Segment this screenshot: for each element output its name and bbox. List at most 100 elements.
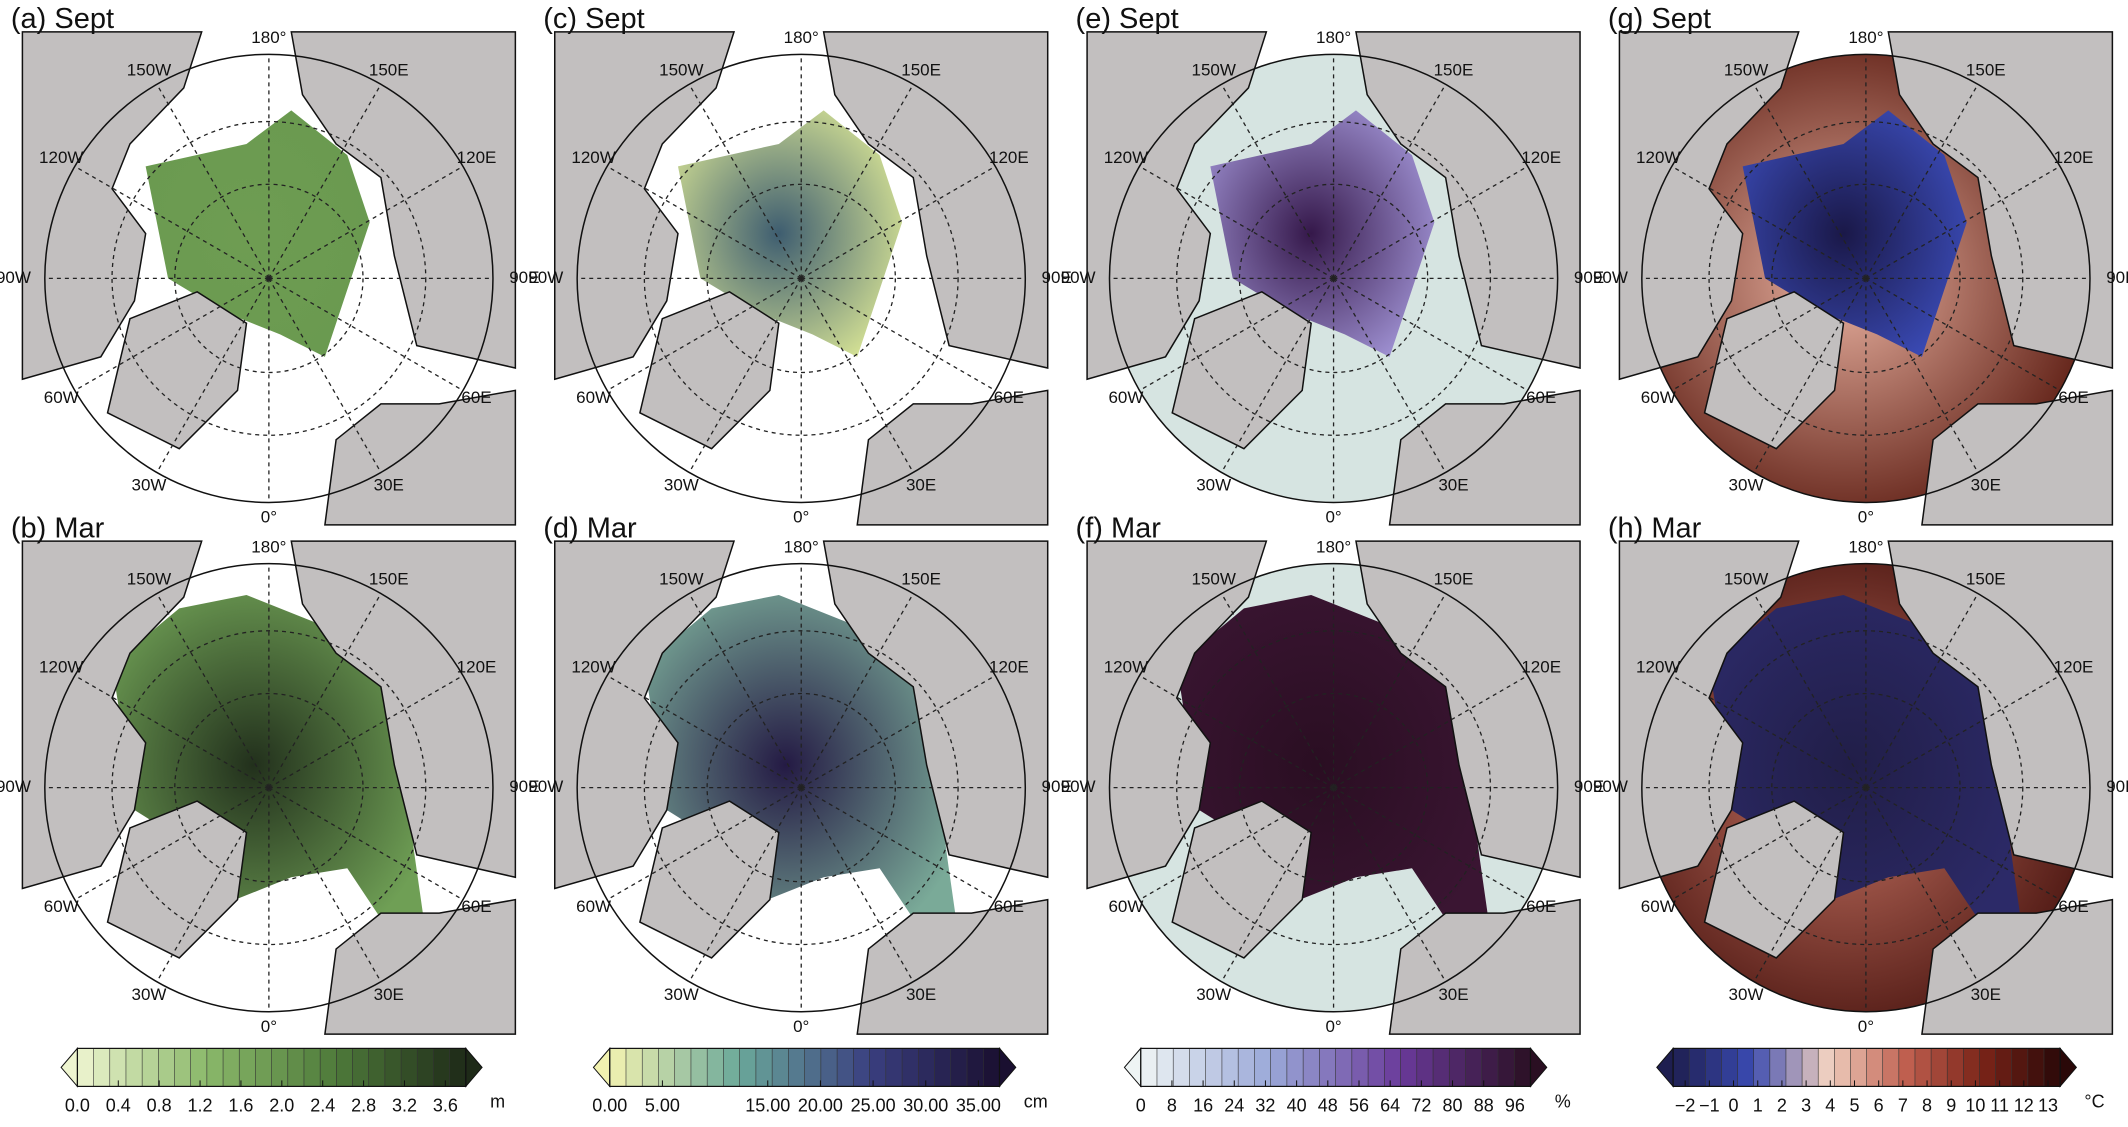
meridian	[800, 675, 996, 789]
longitude-label: 120E	[989, 148, 1029, 167]
colorbar-tick-label: 6	[1874, 1096, 1884, 1116]
land	[553, 31, 736, 381]
colorbar-segment	[222, 1048, 241, 1087]
longitude-label: 60E	[1526, 897, 1556, 916]
colorbar-segment	[1221, 1048, 1239, 1087]
longitude-label: 180°	[251, 537, 286, 556]
colorbar-frame	[1140, 1047, 1532, 1088]
longitude-label: 0°	[1325, 508, 1341, 527]
latitude-circle	[1708, 630, 2024, 946]
longitude-label: 60W	[1641, 388, 1676, 407]
colorbar-segment	[2011, 1048, 2029, 1087]
panel-label: (e) Sept	[1076, 3, 1179, 35]
longitude-label: 150W	[1724, 569, 1768, 588]
colorbar-extend	[1529, 1047, 1548, 1088]
colorbar-segment	[174, 1048, 192, 1087]
longitude-label: 30E	[906, 985, 936, 1004]
latitude-circle	[174, 183, 364, 374]
colorbar-tick-label: 16	[1193, 1096, 1213, 1116]
colorbar-segment	[141, 1048, 160, 1087]
longitude-label: 120W	[1104, 657, 1148, 676]
map-panel: 180° 150E 120E 90E 60E 30E 0° 30W 60W 90W 120W 150W	[1593, 28, 2128, 527]
colorbar-segment	[755, 1048, 773, 1087]
longitude-label: 150W	[659, 60, 703, 79]
meridian	[800, 593, 914, 788]
land	[856, 898, 1049, 1035]
colorbar-segment	[917, 1048, 936, 1087]
colorbar-unit: m	[490, 1091, 505, 1111]
land	[324, 389, 517, 526]
colorbar-segment	[1817, 1048, 1836, 1087]
longitude-label: 0°	[261, 508, 277, 527]
meridian	[800, 277, 996, 391]
land	[1388, 389, 1581, 526]
colorbar-segment	[1497, 1048, 1516, 1087]
colorbar-segment	[674, 1048, 692, 1087]
colorbar-segment	[1302, 1048, 1321, 1087]
colorbar-tick-label: 30.00	[903, 1096, 948, 1116]
colorbar-tick-label: 2.0	[269, 1096, 294, 1116]
longitude-label: 60W	[1641, 897, 1676, 916]
panel-label: (f) Mar	[1076, 512, 1162, 544]
colorbar-segment	[1930, 1048, 1949, 1087]
colorbar-tick-label: 0	[1136, 1096, 1146, 1116]
meridian	[1333, 787, 1447, 983]
colorbar-segment	[771, 1048, 790, 1087]
longitude-label: 90W	[1061, 777, 1096, 796]
meridian	[800, 165, 996, 279]
longitude-label: 120W	[571, 148, 615, 167]
colorbar-tick-label: 2.8	[351, 1096, 376, 1116]
colorbar-segment	[2027, 1048, 2045, 1087]
meridian	[268, 787, 464, 901]
longitude-label: 150W	[1191, 60, 1235, 79]
longitude-label: 0°	[261, 1017, 277, 1036]
colorbar-segment	[1963, 1048, 1981, 1087]
meridian	[1671, 675, 1867, 789]
colorbar-tick-label: 2	[1777, 1096, 1787, 1116]
meridian	[1865, 278, 1979, 473]
longitude-label: 30W	[1729, 985, 1764, 1004]
latitude-circle	[643, 120, 959, 436]
colorbar-segment	[1898, 1048, 1916, 1087]
meridian	[1753, 84, 1867, 279]
colorbar-extend	[60, 1047, 78, 1088]
longitude-label: 90E	[1042, 268, 1072, 287]
colorbar-segment	[934, 1048, 952, 1087]
longitude-label: 30W	[1196, 985, 1231, 1004]
meridian	[1139, 165, 1334, 279]
land	[1887, 540, 2114, 879]
longitude-label: 60W	[44, 388, 79, 407]
meridian	[800, 84, 914, 279]
latitude-circle	[1708, 120, 2024, 436]
colorbar-segment	[723, 1048, 741, 1087]
meridian	[268, 787, 382, 983]
longitude-label: 90W	[1061, 268, 1096, 287]
colorbar-segment	[1882, 1048, 1900, 1087]
meridian	[1333, 675, 1528, 789]
colorbar-tick-label: 5	[1849, 1096, 1859, 1116]
longitude-label: 0°	[1858, 508, 1874, 527]
meridian	[606, 165, 802, 279]
colorbar-frame	[609, 1047, 1001, 1088]
longitude-label: 0°	[1325, 1017, 1341, 1036]
longitude-label: 60W	[1108, 897, 1143, 916]
land	[822, 540, 1049, 879]
longitude-label: 90W	[0, 777, 31, 796]
colorbar-extend	[465, 1047, 483, 1088]
land	[1703, 290, 1845, 450]
longitude-label: 60E	[994, 897, 1024, 916]
longitude-label: 150E	[1434, 569, 1474, 588]
colorbar-tick-label: 12	[2014, 1096, 2034, 1116]
colorbar-tick-label: 72	[1411, 1096, 1431, 1116]
land	[106, 800, 248, 959]
longitude-label: 120W	[1636, 148, 1680, 167]
colorbar-tick-label: 13	[2038, 1096, 2058, 1116]
colorbar-segment	[1335, 1048, 1353, 1087]
colorbar-segment	[416, 1048, 435, 1087]
colorbar-segment	[1254, 1048, 1272, 1087]
meridian	[1865, 593, 1979, 788]
colorbar-segment	[1432, 1048, 1451, 1087]
land	[1887, 31, 2114, 369]
meridian	[606, 787, 802, 901]
longitude-label: 0°	[793, 1017, 809, 1036]
